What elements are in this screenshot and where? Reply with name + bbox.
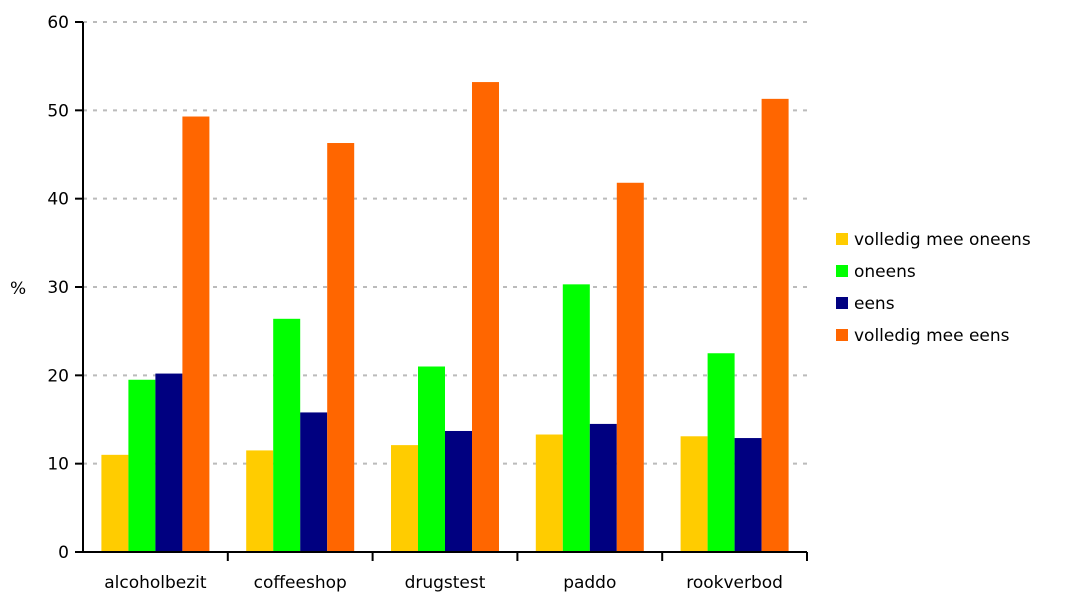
bar bbox=[535, 434, 563, 552]
y-tick-label: 60 bbox=[47, 13, 69, 33]
legend-swatch bbox=[836, 329, 848, 341]
bar bbox=[761, 98, 789, 552]
bar bbox=[734, 438, 762, 552]
y-tick-label: 0 bbox=[58, 543, 69, 563]
bar bbox=[680, 436, 708, 552]
y-axis-label: % bbox=[10, 279, 26, 299]
y-tick-label: 50 bbox=[47, 101, 69, 121]
bar bbox=[246, 450, 274, 552]
bar bbox=[391, 445, 418, 552]
legend-swatch bbox=[836, 233, 848, 245]
legend-label: volledig mee oneens bbox=[854, 230, 1031, 250]
bar bbox=[101, 454, 129, 552]
bar bbox=[707, 353, 735, 552]
y-axis-ticks: 0 10 20 30 40 50 60 bbox=[47, 13, 83, 563]
x-axis-ticks: alcoholbezit coffeeshop drugstest paddo rook… bbox=[104, 552, 808, 593]
x-tick-label: rookverbod bbox=[686, 573, 783, 593]
bar bbox=[616, 182, 644, 552]
bars bbox=[101, 82, 789, 553]
bar bbox=[182, 116, 210, 553]
bar bbox=[472, 82, 499, 553]
legend-label: oneens bbox=[854, 262, 916, 282]
bar bbox=[128, 379, 156, 552]
bar bbox=[562, 284, 590, 552]
y-tick-label: 10 bbox=[47, 455, 69, 475]
y-tick-label: 40 bbox=[47, 190, 69, 210]
legend-label: eens bbox=[854, 294, 895, 314]
bar bbox=[445, 430, 472, 552]
bar bbox=[155, 373, 183, 552]
x-tick-label: alcoholbezit bbox=[104, 573, 207, 593]
bar bbox=[300, 412, 328, 552]
bar bbox=[327, 143, 355, 552]
x-tick-label: coffeeshop bbox=[254, 573, 347, 593]
x-tick-label: paddo bbox=[563, 573, 616, 593]
x-tick-label: drugstest bbox=[405, 573, 486, 593]
bar bbox=[589, 423, 617, 552]
legend-swatch bbox=[836, 297, 848, 309]
bar bbox=[273, 318, 301, 552]
legend-label: volledig mee eens bbox=[854, 326, 1010, 346]
bar bbox=[418, 366, 445, 552]
legend-swatch bbox=[836, 265, 848, 277]
y-tick-label: 20 bbox=[47, 366, 69, 386]
y-tick-label: 30 bbox=[47, 278, 69, 298]
legend: volledig mee oneens oneens eens volledig me… bbox=[836, 230, 1031, 346]
